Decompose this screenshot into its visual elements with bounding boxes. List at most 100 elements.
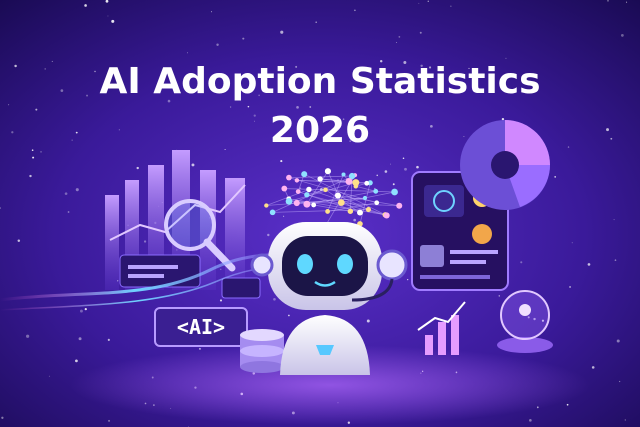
star xyxy=(186,52,189,54)
star xyxy=(216,43,219,46)
tablet-line xyxy=(450,250,498,254)
star xyxy=(428,66,432,69)
network-node xyxy=(324,168,331,175)
star xyxy=(427,0,429,2)
robot-face xyxy=(282,236,368,296)
deco-bar xyxy=(105,195,119,290)
star xyxy=(40,151,42,153)
star xyxy=(280,160,283,163)
star xyxy=(254,120,255,122)
trend-line xyxy=(109,184,246,241)
star xyxy=(379,60,383,63)
star xyxy=(71,139,73,141)
pie-slice xyxy=(505,120,550,165)
star xyxy=(94,70,96,73)
star xyxy=(419,31,422,34)
info-card xyxy=(221,277,261,299)
star xyxy=(616,339,620,343)
star xyxy=(75,188,79,192)
star xyxy=(84,308,87,311)
network-node xyxy=(306,186,312,193)
card-line xyxy=(128,265,178,269)
badge-text: <AI> xyxy=(177,315,225,339)
star xyxy=(224,148,226,150)
star xyxy=(107,338,110,341)
headphone xyxy=(250,253,274,277)
tablet-line xyxy=(420,275,490,279)
star xyxy=(463,136,465,138)
network-node xyxy=(293,199,300,207)
lens xyxy=(164,199,216,251)
star xyxy=(613,219,615,221)
star xyxy=(566,403,569,406)
info-card xyxy=(119,254,201,288)
star xyxy=(51,60,53,62)
coin xyxy=(240,329,284,341)
star xyxy=(468,67,470,69)
star xyxy=(111,19,115,23)
star xyxy=(569,286,571,288)
floor-glow xyxy=(70,345,590,425)
star xyxy=(1,416,4,419)
star xyxy=(529,419,532,422)
star xyxy=(357,124,361,128)
star xyxy=(35,108,38,111)
network-node xyxy=(323,187,328,193)
ai-badge: <AI> xyxy=(154,307,248,347)
star xyxy=(342,118,345,120)
star xyxy=(420,64,423,68)
star xyxy=(403,61,407,65)
star xyxy=(0,207,2,209)
star xyxy=(374,187,376,189)
star xyxy=(624,419,627,421)
network-link xyxy=(355,185,376,192)
chest-light xyxy=(316,345,334,355)
star xyxy=(136,166,139,170)
star xyxy=(520,261,523,264)
star xyxy=(288,314,290,317)
microphone xyxy=(351,278,394,302)
star xyxy=(86,94,88,97)
star xyxy=(17,239,21,242)
star xyxy=(418,2,420,4)
star xyxy=(587,263,591,266)
user-tile xyxy=(420,245,444,267)
star xyxy=(60,89,64,93)
star xyxy=(32,156,35,159)
network-node xyxy=(311,202,317,208)
network-node xyxy=(374,200,380,206)
star xyxy=(404,167,407,171)
star xyxy=(75,131,78,134)
star xyxy=(75,359,78,363)
robot xyxy=(250,222,408,375)
network-node xyxy=(294,178,300,183)
star xyxy=(618,380,621,383)
network-node xyxy=(357,209,363,216)
star xyxy=(84,4,87,7)
star xyxy=(620,34,624,37)
star xyxy=(107,15,109,17)
star xyxy=(143,240,147,243)
robot-eye xyxy=(297,254,313,274)
network-node xyxy=(341,172,346,177)
star xyxy=(407,278,409,281)
brain-network xyxy=(264,168,403,231)
star xyxy=(610,137,613,140)
star xyxy=(498,295,500,297)
star xyxy=(571,242,573,244)
network-node xyxy=(347,208,354,214)
star xyxy=(527,316,530,319)
title-line-1: AI Adoption Statistics xyxy=(99,61,540,102)
star xyxy=(396,41,398,43)
star xyxy=(105,0,109,3)
network-node xyxy=(345,178,353,185)
star xyxy=(398,35,401,38)
coin xyxy=(240,345,284,357)
network-node xyxy=(364,180,370,186)
star xyxy=(295,65,298,68)
star xyxy=(211,11,213,13)
star xyxy=(501,117,505,121)
network-node xyxy=(396,202,403,209)
trend-line xyxy=(417,301,466,331)
